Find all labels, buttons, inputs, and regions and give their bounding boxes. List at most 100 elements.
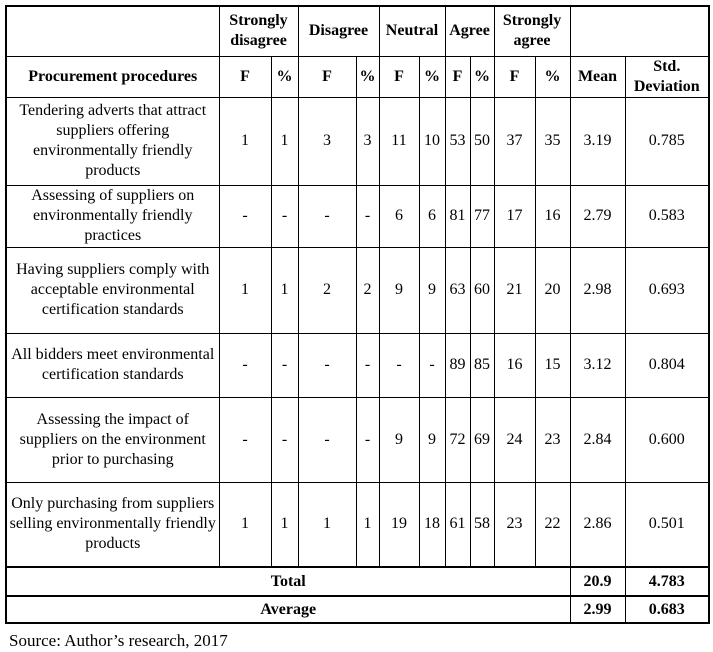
table-cell: 24 [493,396,536,483]
group-agree: Agree [444,5,495,57]
table-cell: - [270,184,299,248]
procedure-cell: Assessing of suppliers on environmentall… [5,184,220,248]
table-cell: 63 [444,246,471,334]
empty-header-cell [569,5,710,57]
mean-cell: 3.12 [569,332,626,398]
n-pct-header: % [418,55,446,98]
average-row: Average 2.99 0.683 [5,595,710,624]
total-mean: 20.9 [569,566,626,597]
table-cell: 22 [534,481,571,568]
table-cell: - [418,332,446,398]
table-cell: 1 [270,246,299,334]
table-row: All bidders meet environmental certifica… [5,332,710,398]
table-cell: 37 [493,96,536,186]
total-std: 4.783 [624,566,710,597]
table-cell: 1 [270,96,299,186]
mean-cell: 2.84 [569,396,626,483]
table-cell: - [378,332,420,398]
table-cell: 2 [355,246,380,334]
table-cell: 10 [418,96,446,186]
mean-cell: 2.98 [569,246,626,334]
table-cell: 3 [355,96,380,186]
empty-header-cell [5,5,220,57]
sd-pct-header: % [270,55,299,98]
group-neutral: Neutral [378,5,446,57]
std-cell: 0.501 [624,481,710,568]
table-cell: 16 [493,332,536,398]
table-row: Tendering adverts that attract suppliers… [5,96,710,186]
table-cell: 53 [444,96,471,186]
table-row: Having suppliers comply with acceptable … [5,246,710,334]
table-cell: - [297,184,357,248]
table-cell: 18 [418,481,446,568]
average-label: Average [5,595,571,624]
header-row-groups: Strongly disagree Disagree Neutral Agree… [5,5,710,57]
mean-cell: 2.79 [569,184,626,248]
table-cell: 72 [444,396,471,483]
table-cell: - [218,184,272,248]
table-cell: 58 [469,481,495,568]
n-f-header: F [378,55,420,98]
table-cell: - [355,184,380,248]
sd-f-header: F [218,55,272,98]
table-cell: 2 [297,246,357,334]
table-cell: 1 [355,481,380,568]
d-f-header: F [297,55,357,98]
mean-cell: 2.86 [569,481,626,568]
sa-f-header: F [493,55,536,98]
table-cell: 20 [534,246,571,334]
table-cell: 60 [469,246,495,334]
sa-pct-header: % [534,55,571,98]
std-cell: 0.583 [624,184,710,248]
table-cell: 1 [218,481,272,568]
procedure-cell: Only purchasing from suppliers selling e… [5,481,220,568]
mean-cell: 3.19 [569,96,626,186]
table-cell: 77 [469,184,495,248]
average-std: 0.683 [624,595,710,624]
table-cell: 19 [378,481,420,568]
procedure-cell: All bidders meet environmental certifica… [5,332,220,398]
table-cell: 1 [297,481,357,568]
table-cell: 1 [218,246,272,334]
table-cell: 11 [378,96,420,186]
group-disagree: Disagree [297,5,380,57]
std-header: Std. Deviation [624,55,710,98]
a-f-header: F [444,55,471,98]
table-cell: 23 [534,396,571,483]
table-cell: 50 [469,96,495,186]
std-cell: 0.785 [624,96,710,186]
table-cell: 6 [418,184,446,248]
group-strongly-agree: Strongly agree [493,5,571,57]
procedure-cell: Assessing the impact of suppliers on the… [5,396,220,483]
table-cell: - [297,332,357,398]
table-cell: 21 [493,246,536,334]
table-cell: - [297,396,357,483]
header-row-columns: Procurement procedures F % F % F % F % F… [5,55,710,98]
table-cell: 17 [493,184,536,248]
table-cell: 9 [378,246,420,334]
table-cell: 3 [297,96,357,186]
table-cell: 23 [493,481,536,568]
std-cell: 0.804 [624,332,710,398]
table-cell: 9 [418,396,446,483]
total-label: Total [5,566,571,597]
table-cell: 69 [469,396,495,483]
table-row: Assessing the impact of suppliers on the… [5,396,710,483]
procurement-stats-table: Strongly disagree Disagree Neutral Agree… [5,5,711,624]
mean-header: Mean [569,55,626,98]
std-cell: 0.693 [624,246,710,334]
table-cell: 1 [270,481,299,568]
table-cell: - [270,396,299,483]
a-pct-header: % [469,55,495,98]
table-cell: 6 [378,184,420,248]
table-cell: 89 [444,332,471,398]
table-cell: 81 [444,184,471,248]
table-row: Only purchasing from suppliers selling e… [5,481,710,568]
table-cell: 9 [418,246,446,334]
table-cell: - [270,332,299,398]
group-strongly-disagree: Strongly disagree [218,5,299,57]
table-cell: 85 [469,332,495,398]
source-note: Source: Author’s research, 2017 [9,631,228,650]
table-cell: 9 [378,396,420,483]
